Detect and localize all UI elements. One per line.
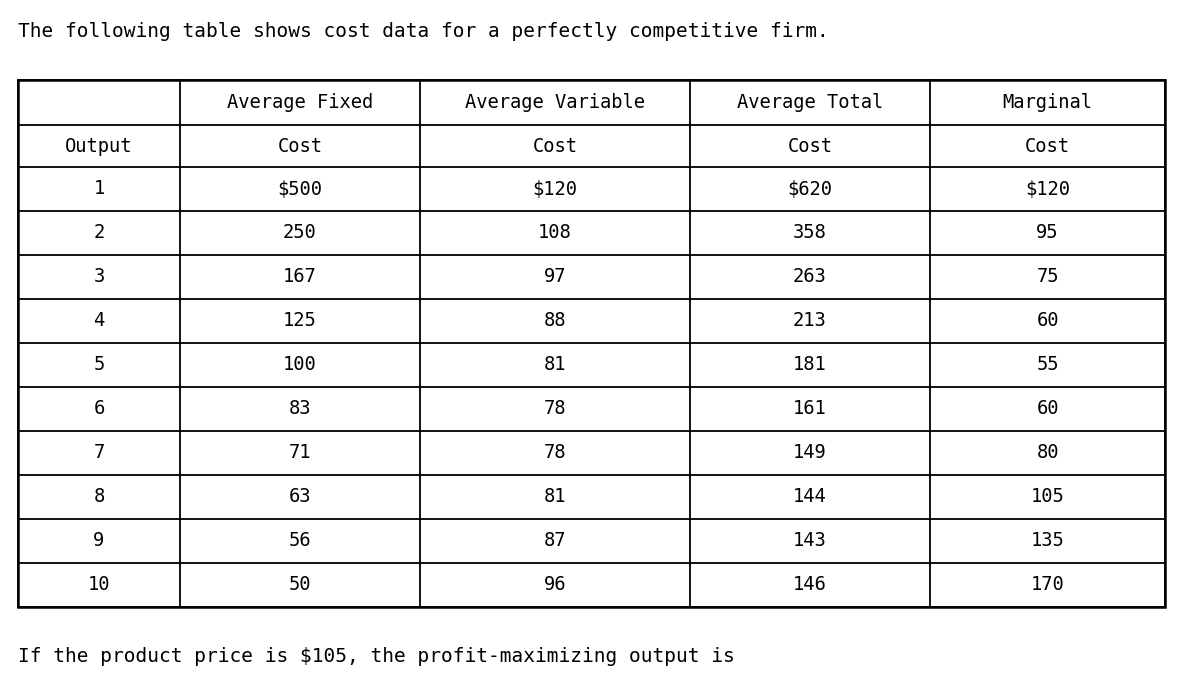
Text: $500: $500 bbox=[277, 179, 323, 199]
Text: Marginal: Marginal bbox=[1002, 93, 1092, 112]
Text: $120: $120 bbox=[533, 179, 577, 199]
Text: 80: 80 bbox=[1037, 444, 1058, 463]
Text: 87: 87 bbox=[544, 531, 566, 550]
Text: 75: 75 bbox=[1037, 267, 1058, 286]
Text: 81: 81 bbox=[544, 487, 566, 507]
Text: 55: 55 bbox=[1037, 356, 1058, 375]
Text: 161: 161 bbox=[793, 400, 827, 419]
Text: 71: 71 bbox=[289, 444, 311, 463]
Text: Average Fixed: Average Fixed bbox=[227, 93, 373, 112]
Text: 96: 96 bbox=[544, 575, 566, 594]
Text: 170: 170 bbox=[1031, 575, 1064, 594]
Text: Cost: Cost bbox=[787, 136, 833, 155]
Text: 60: 60 bbox=[1037, 312, 1058, 330]
Text: 81: 81 bbox=[544, 356, 566, 375]
Text: 250: 250 bbox=[283, 223, 317, 242]
Text: 8: 8 bbox=[94, 487, 104, 507]
Text: 3: 3 bbox=[94, 267, 104, 286]
Text: 125: 125 bbox=[283, 312, 317, 330]
Text: Cost: Cost bbox=[1025, 136, 1070, 155]
Text: 108: 108 bbox=[538, 223, 572, 242]
Text: 97: 97 bbox=[544, 267, 566, 286]
Text: 60: 60 bbox=[1037, 400, 1058, 419]
Text: 4: 4 bbox=[94, 312, 104, 330]
Text: Average Variable: Average Variable bbox=[466, 93, 646, 112]
Text: 149: 149 bbox=[793, 444, 827, 463]
Text: $120: $120 bbox=[1025, 179, 1070, 199]
Text: 167: 167 bbox=[283, 267, 317, 286]
Text: 144: 144 bbox=[793, 487, 827, 507]
Text: Cost: Cost bbox=[533, 136, 577, 155]
Text: If the product price is $105, the profit-maximizing output is: If the product price is $105, the profit… bbox=[18, 647, 734, 666]
Text: 95: 95 bbox=[1037, 223, 1058, 242]
Text: 358: 358 bbox=[793, 223, 827, 242]
Text: 143: 143 bbox=[793, 531, 827, 550]
Text: 9: 9 bbox=[94, 531, 104, 550]
Text: 88: 88 bbox=[544, 312, 566, 330]
Text: 6: 6 bbox=[94, 400, 104, 419]
Text: 78: 78 bbox=[544, 400, 566, 419]
Text: 181: 181 bbox=[793, 356, 827, 375]
Text: 100: 100 bbox=[283, 356, 317, 375]
Text: 5: 5 bbox=[94, 356, 104, 375]
Text: $620: $620 bbox=[787, 179, 833, 199]
Text: 1: 1 bbox=[94, 179, 104, 199]
Text: The following table shows cost data for a perfectly competitive firm.: The following table shows cost data for … bbox=[18, 22, 829, 41]
Text: 10: 10 bbox=[88, 575, 110, 594]
Text: Average Total: Average Total bbox=[737, 93, 883, 112]
Text: 105: 105 bbox=[1031, 487, 1064, 507]
Text: 213: 213 bbox=[793, 312, 827, 330]
Text: 63: 63 bbox=[289, 487, 311, 507]
Text: 50: 50 bbox=[289, 575, 311, 594]
Text: 56: 56 bbox=[289, 531, 311, 550]
Text: 7: 7 bbox=[94, 444, 104, 463]
Text: 135: 135 bbox=[1031, 531, 1064, 550]
Text: 2: 2 bbox=[94, 223, 104, 242]
Text: 83: 83 bbox=[289, 400, 311, 419]
Text: Cost: Cost bbox=[277, 136, 323, 155]
Text: Output: Output bbox=[65, 136, 133, 155]
Text: 146: 146 bbox=[793, 575, 827, 594]
Bar bbox=[18, 80, 1165, 607]
Text: 263: 263 bbox=[793, 267, 827, 286]
Text: 78: 78 bbox=[544, 444, 566, 463]
